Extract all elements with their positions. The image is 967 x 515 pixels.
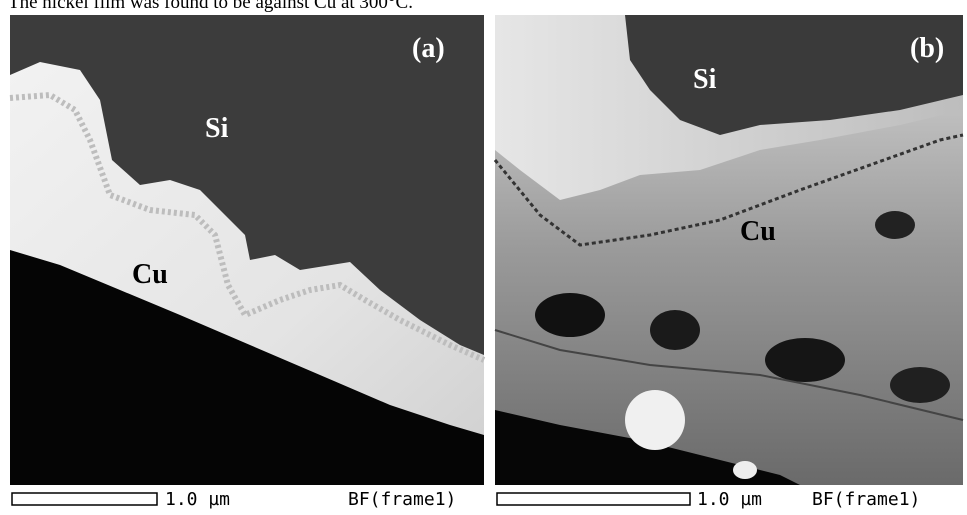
imaging-mode: BF(frame1) (348, 489, 456, 510)
imaging-mode: BF(frame1) (812, 489, 920, 510)
void (650, 310, 700, 350)
micrograph-b: (b) Si Cu (495, 15, 963, 485)
void (890, 367, 950, 403)
region-label: Si (205, 113, 229, 144)
caption: The nickel film was found to be against … (8, 0, 413, 13)
void (535, 293, 605, 337)
void (875, 211, 915, 239)
page: {"caption": "The nickel film was found t… (0, 0, 967, 515)
scale-label: 1.0 µm (165, 489, 230, 510)
micrograph-a: (a) Si Cu (10, 15, 484, 485)
region-label: Cu (740, 216, 776, 247)
figure: The nickel film was found to be against … (0, 0, 967, 515)
scale-label: 1.0 µm (697, 489, 762, 510)
panel-label: (b) (910, 33, 944, 64)
scale-bar (12, 493, 157, 505)
void (765, 338, 845, 382)
particle (733, 461, 757, 479)
region-label: Cu (132, 259, 168, 290)
region-label: Si (693, 64, 717, 95)
panel-label: (a) (412, 33, 445, 64)
scale-bar (497, 493, 690, 505)
particle (625, 390, 685, 450)
